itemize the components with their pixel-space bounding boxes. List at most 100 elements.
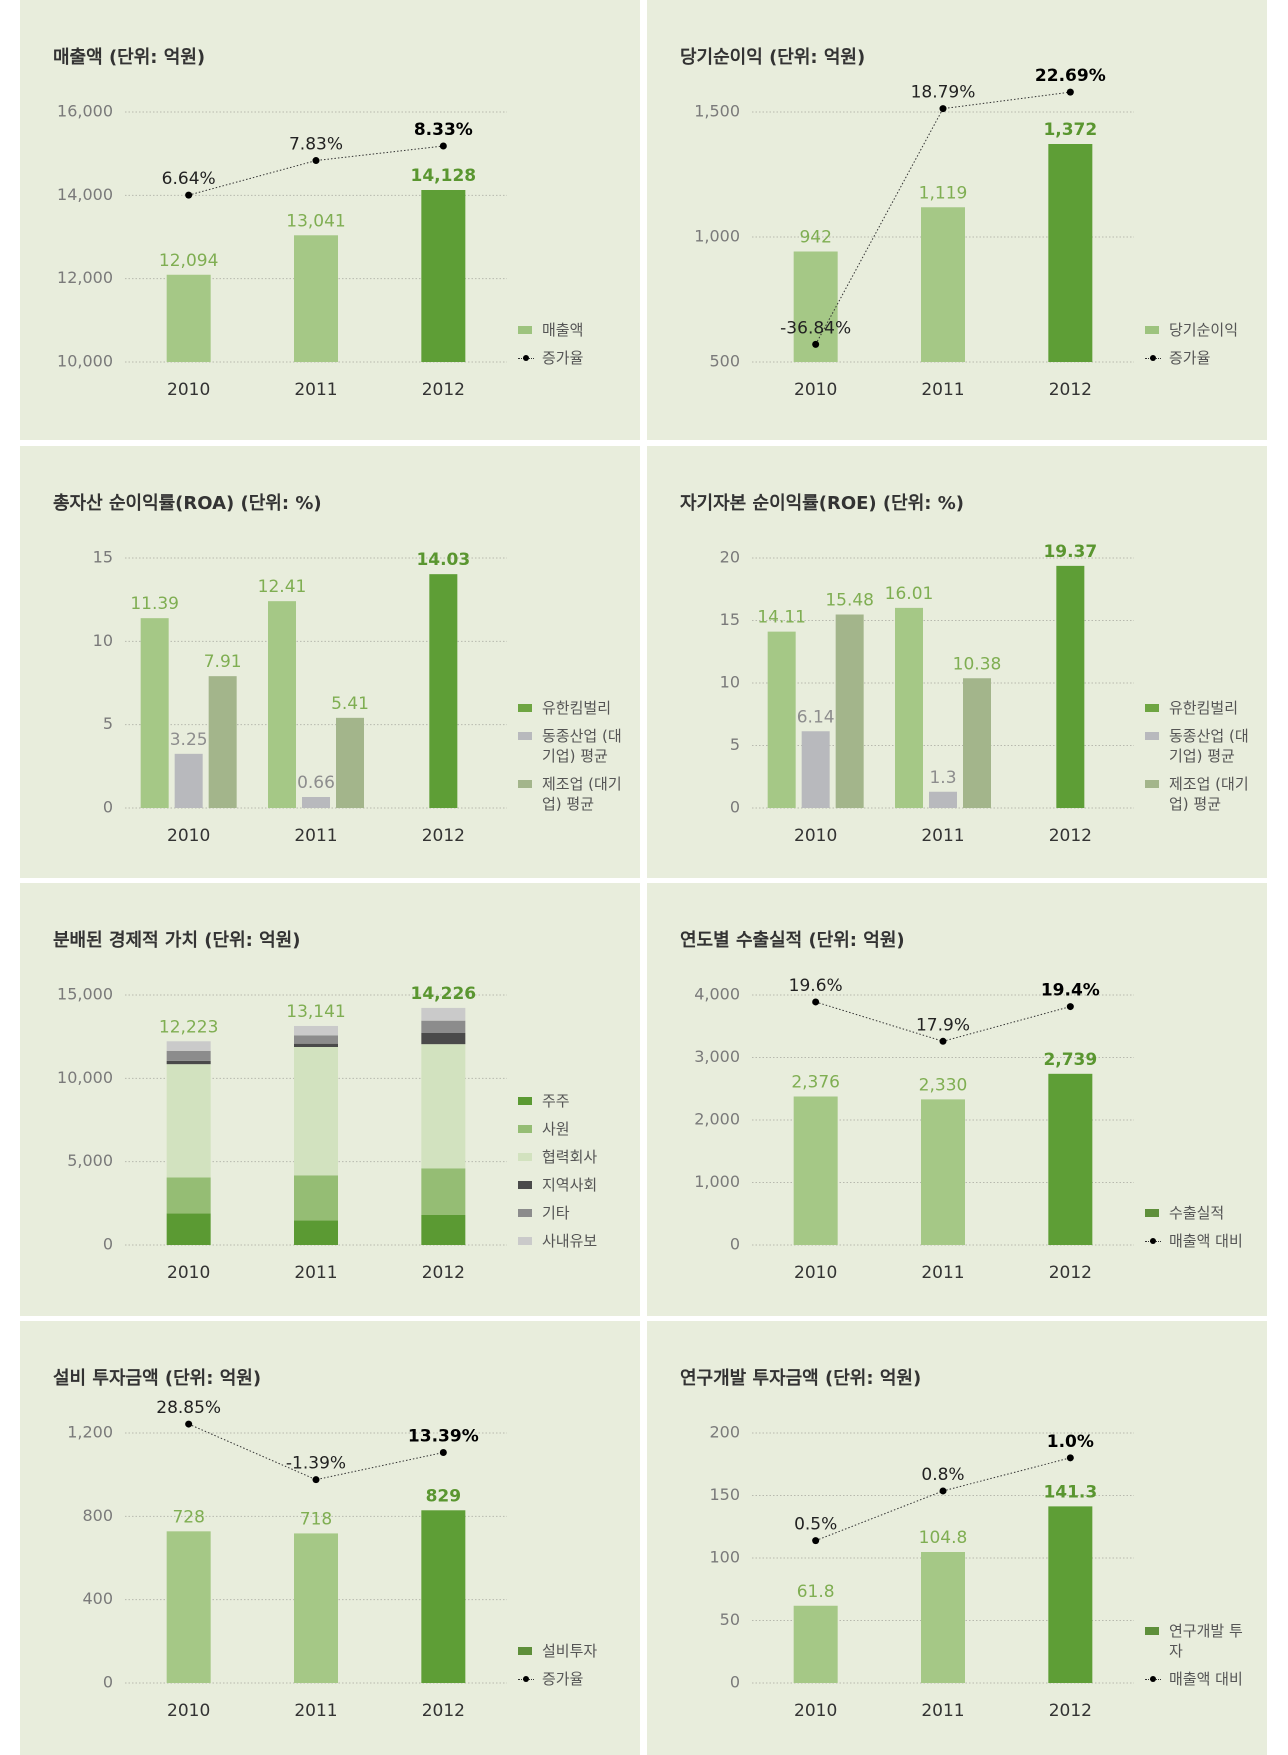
bar-segment <box>166 1213 211 1245</box>
chart: 총자산 순이익률(ROA) (단위: %) 0 5 10 15 2010 2011 2012 1… <box>53 493 507 846</box>
bar <box>767 631 796 808</box>
legend-item: 증가율 <box>518 348 630 368</box>
legend-item: 사원 <box>518 1119 630 1139</box>
legend-line-marker <box>1145 348 1161 368</box>
legend-swatch <box>518 1647 532 1655</box>
bar-value-label: 718 <box>300 1509 332 1529</box>
y-tick-label: 10 <box>93 631 113 650</box>
bar <box>793 1096 838 1245</box>
chart: 분배된 경제적 가치 (단위: 억원) 0 5,000 10,000 15,000 201… <box>53 930 507 1283</box>
legend-label: 지역사회 <box>542 1176 598 1194</box>
x-tick-label: 2011 <box>921 826 964 846</box>
legend-item: 주주 <box>518 1091 630 1111</box>
legend: 주주 사원 협력회사 지역사회 기타 사내유보 <box>518 1091 630 1251</box>
line-point <box>439 142 447 150</box>
line-point <box>185 1420 193 1428</box>
chart-panel: 매출액 (단위: 억원) 10,000 12,000 14,000 16,000 2010… <box>20 0 640 440</box>
legend-line-marker <box>518 348 534 368</box>
x-tick-label: 2011 <box>294 1701 337 1721</box>
legend-swatch <box>518 326 532 334</box>
bar <box>302 797 330 808</box>
chart-title: 매출액 (단위: 억원) <box>53 47 205 68</box>
bar <box>1048 1073 1093 1245</box>
legend-swatch <box>518 1153 532 1161</box>
y-tick-label: 10,000 <box>57 1068 113 1087</box>
bar-value-label: 1,119 <box>919 183 968 203</box>
bar-segment <box>294 1043 338 1047</box>
bar-value-label: 728 <box>172 1507 204 1527</box>
bar <box>421 190 466 362</box>
x-tick-label: 2012 <box>422 1701 465 1721</box>
y-tick-label: 2,000 <box>694 1110 740 1129</box>
rate-label: 22.69% <box>1035 66 1106 86</box>
legend-item: 매출액 대비 <box>1145 1231 1257 1251</box>
y-tick-label: 200 <box>709 1423 740 1442</box>
total-label: 13,141 <box>286 1002 345 1022</box>
bar-segment <box>421 1020 466 1033</box>
bar-value-label: 2,330 <box>919 1075 968 1095</box>
y-tick-label: 4,000 <box>694 985 740 1004</box>
y-tick-label: 12,000 <box>57 268 113 287</box>
legend: 매출액 증가율 <box>518 320 630 368</box>
bar-segment <box>421 1168 466 1215</box>
x-tick-label: 2012 <box>1049 1263 1092 1283</box>
line-point <box>1066 88 1074 96</box>
bar <box>963 678 991 808</box>
y-tick-label: 5 <box>730 735 740 754</box>
chart-panel: 연도별 수출실적 (단위: 억원) 0 1,000 2,000 3,000 4,000 20… <box>647 883 1267 1316</box>
bar <box>140 618 169 808</box>
y-tick-label: 15 <box>720 610 740 629</box>
bar-segment <box>166 1041 211 1051</box>
bar-value-label: 10.38 <box>953 654 1002 674</box>
y-tick-label: 1,500 <box>694 102 740 121</box>
rate-label: 0.5% <box>794 1515 837 1535</box>
y-tick-label: 0 <box>730 1673 740 1692</box>
chart-panel: 설비 투자금액 (단위: 억원) 0 400 800 1,200 2010 2011 2012… <box>20 1321 640 1755</box>
chart-title: 연구개발 투자금액 (단위: 억원) <box>680 1368 921 1389</box>
x-tick-label: 2010 <box>167 1701 210 1721</box>
y-tick-label: 14,000 <box>57 185 113 204</box>
legend-label: 유한킴벌리 <box>542 699 612 717</box>
line-point <box>812 1537 820 1545</box>
bar-value-label: 2,376 <box>791 1073 840 1093</box>
bar <box>166 1531 211 1683</box>
chart-title: 분배된 경제적 가치 (단위: 억원) <box>53 930 300 951</box>
x-tick-label: 2011 <box>294 1263 337 1283</box>
chart-title: 당기순이익 (단위: 억원) <box>680 47 865 68</box>
y-tick-label: 400 <box>82 1589 113 1608</box>
rate-label: 6.64% <box>162 169 216 189</box>
legend-item: 협력회사 <box>518 1147 630 1167</box>
legend-swatch <box>1145 326 1159 334</box>
legend-item: 유한킴벌리 <box>1145 698 1257 718</box>
line-point <box>939 105 947 113</box>
bar-value-label: 11.39 <box>130 594 179 614</box>
x-tick-label: 2012 <box>422 826 465 846</box>
legend-label: 제조업 (대기업) 평균 <box>1169 775 1249 813</box>
x-tick-label: 2012 <box>1049 826 1092 846</box>
legend-label: 매출액 대비 <box>1169 1232 1243 1250</box>
y-tick-label: 1,000 <box>694 1172 740 1191</box>
y-tick-label: 0 <box>103 798 113 817</box>
legend-label: 매출액 대비 <box>1169 1670 1243 1688</box>
chart-title: 설비 투자금액 (단위: 억원) <box>53 1368 261 1389</box>
x-tick-label: 2010 <box>167 826 210 846</box>
bar <box>921 1099 965 1245</box>
bar <box>921 207 965 362</box>
x-tick-label: 2010 <box>794 1701 837 1721</box>
legend-swatch <box>518 1125 532 1133</box>
x-tick-label: 2010 <box>167 380 210 400</box>
rate-label: 1.0% <box>1047 1432 1094 1452</box>
legend-label: 당기순이익 <box>1169 321 1239 339</box>
bar-value-label: 829 <box>426 1486 462 1506</box>
y-tick-label: 0 <box>730 798 740 817</box>
legend-label: 설비투자 <box>542 1642 598 1660</box>
legend-item: 당기순이익 <box>1145 320 1257 340</box>
bar <box>294 235 338 362</box>
rate-label: -1.39% <box>286 1454 346 1474</box>
legend: 당기순이익 증가율 <box>1145 320 1257 368</box>
rate-label: 8.33% <box>414 120 473 140</box>
legend-item: 사내유보 <box>518 1231 630 1251</box>
bar-segment <box>294 1220 338 1245</box>
chart: 연구개발 투자금액 (단위: 억원) 0 50 100 150 200 2010 2011 20… <box>680 1368 1134 1721</box>
y-tick-label: 5 <box>103 714 113 733</box>
